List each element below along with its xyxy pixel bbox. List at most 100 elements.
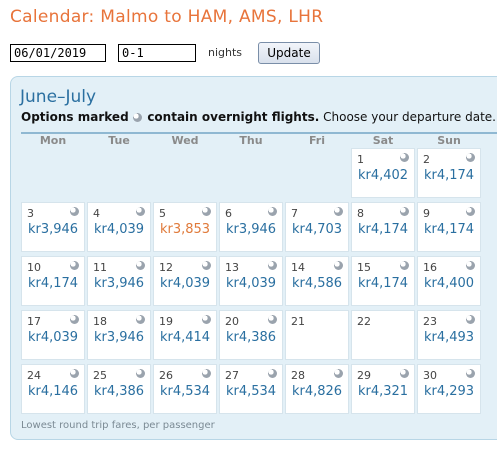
- calendar-day-cell[interactable]: 23 kr4,493: [417, 310, 481, 360]
- calendar-day-cell[interactable]: 17 kr4,039: [21, 310, 85, 360]
- calendar-day-cell[interactable]: 24 kr4,146: [21, 364, 85, 414]
- day-number: 30: [423, 369, 437, 382]
- overnight-moon-icon: [70, 261, 79, 270]
- overnight-moon-icon: [136, 261, 145, 270]
- day-number: 13: [225, 261, 239, 274]
- day-number: 19: [159, 315, 173, 328]
- overnight-moon-icon: [202, 315, 211, 324]
- page-title: Calendar: Malmo to HAM, AMS, LHR: [10, 7, 324, 27]
- calendar-day-cell[interactable]: 7 kr4,703: [285, 202, 349, 252]
- overnight-moon-icon: [268, 207, 277, 216]
- day-number: 21: [291, 315, 305, 328]
- calendar-day-cell[interactable]: 12 kr4,039: [153, 256, 217, 306]
- legend-middle: contain overnight flights.: [147, 110, 320, 124]
- fare-price-link[interactable]: kr4,414: [159, 330, 211, 345]
- fare-price-link[interactable]: kr3,853: [159, 222, 211, 237]
- calendar-day-cell[interactable]: 9 kr4,174: [417, 202, 481, 252]
- fare-price-link[interactable]: kr4,534: [225, 384, 277, 399]
- overnight-moon-icon: [466, 207, 475, 216]
- calendar-day-cell[interactable]: 6 kr3,946: [219, 202, 283, 252]
- calendar-day-cell[interactable]: 15 kr4,174: [351, 256, 415, 306]
- fare-price-link[interactable]: kr4,146: [27, 384, 79, 399]
- overnight-moon-icon: [334, 261, 343, 270]
- calendar-day-cell[interactable]: 25 kr4,386: [87, 364, 151, 414]
- fare-price-link[interactable]: kr3,946: [225, 222, 277, 237]
- overnight-moon-icon: [202, 369, 211, 378]
- calendar-day-cell[interactable]: 3 kr3,946: [21, 202, 85, 252]
- calendar-day-cell[interactable]: 5 kr3,853: [153, 202, 217, 252]
- day-number: 17: [27, 315, 41, 328]
- calendar-panel: June–July Options marked contain overnig…: [10, 76, 497, 440]
- calendar-day-cell[interactable]: 20 kr4,386: [219, 310, 283, 360]
- fare-footnote: Lowest round trip fares, per passenger: [21, 420, 215, 431]
- overnight-moon-icon: [334, 369, 343, 378]
- legend-prefix: Options marked: [21, 110, 129, 124]
- calendar-day-cell[interactable]: 16 kr4,400: [417, 256, 481, 306]
- fare-price-link[interactable]: kr3,946: [93, 276, 145, 291]
- fare-price-link[interactable]: kr4,174: [27, 276, 79, 291]
- calendar-day-cell[interactable]: 29 kr4,321: [351, 364, 415, 414]
- overnight-moon-icon: [70, 315, 79, 324]
- day-number: 29: [357, 369, 371, 382]
- fare-price-link[interactable]: kr4,174: [423, 222, 475, 237]
- calendar-day-cell[interactable]: 4 kr4,039: [87, 202, 151, 252]
- fare-price-link[interactable]: kr4,386: [225, 330, 277, 345]
- fare-price-link[interactable]: kr4,400: [423, 276, 475, 291]
- weekday-header-wed: Wed: [171, 134, 199, 147]
- fare-price-link[interactable]: kr4,174: [357, 222, 409, 237]
- calendar-day-cell[interactable]: 8 kr4,174: [351, 202, 415, 252]
- day-number: 9: [423, 207, 430, 220]
- day-number: 12: [159, 261, 173, 274]
- calendar-day-cell[interactable]: 18 kr3,946: [87, 310, 151, 360]
- calendar-day-cell[interactable]: 13 kr4,039: [219, 256, 283, 306]
- calendar-day-cell[interactable]: 26 kr4,534: [153, 364, 217, 414]
- day-number: 10: [27, 261, 41, 274]
- fare-price-link[interactable]: kr4,493: [423, 330, 475, 345]
- day-number: 28: [291, 369, 305, 382]
- calendar-heading: June–July: [20, 87, 97, 107]
- day-number: 3: [27, 207, 34, 220]
- fare-price-link[interactable]: kr4,703: [291, 222, 343, 237]
- overnight-moon-icon: [466, 261, 475, 270]
- fare-price-link[interactable]: kr4,039: [225, 276, 277, 291]
- calendar-day-cell[interactable]: 19 kr4,414: [153, 310, 217, 360]
- overnight-moon-icon: [268, 315, 277, 324]
- fare-price-link[interactable]: kr4,386: [93, 384, 145, 399]
- calendar-day-cell[interactable]: 28 kr4,826: [285, 364, 349, 414]
- calendar-day-cell[interactable]: 30 kr4,293: [417, 364, 481, 414]
- overnight-moon-icon: [136, 207, 145, 216]
- update-button[interactable]: Update: [258, 42, 320, 64]
- calendar-day-cell[interactable]: 2 kr4,174: [417, 148, 481, 198]
- calendar-day-cell[interactable]: 11 kr3,946: [87, 256, 151, 306]
- fare-price-link[interactable]: kr4,293: [423, 384, 475, 399]
- fare-price-link[interactable]: kr4,039: [93, 222, 145, 237]
- day-number: 16: [423, 261, 437, 274]
- day-number: 5: [159, 207, 166, 220]
- fare-price-link[interactable]: kr4,402: [357, 168, 409, 183]
- fare-price-link[interactable]: kr3,946: [27, 222, 79, 237]
- fare-price-link[interactable]: kr4,586: [291, 276, 343, 291]
- calendar-day-cell[interactable]: 14 kr4,586: [285, 256, 349, 306]
- overnight-moon-icon: [400, 153, 409, 162]
- day-number: 8: [357, 207, 364, 220]
- weekday-header-sun: Sun: [437, 134, 461, 147]
- day-number: 25: [93, 369, 107, 382]
- fare-price-link[interactable]: kr4,534: [159, 384, 211, 399]
- calendar-day-cell[interactable]: 10 kr4,174: [21, 256, 85, 306]
- overnight-moon-icon: [400, 369, 409, 378]
- fare-price-link[interactable]: kr4,321: [357, 384, 409, 399]
- fare-price-link[interactable]: kr4,826: [291, 384, 343, 399]
- fare-price-link[interactable]: kr3,946: [93, 330, 145, 345]
- overnight-moon-icon: [136, 315, 145, 324]
- day-number: 11: [93, 261, 107, 274]
- departure-date-input[interactable]: [10, 44, 106, 62]
- day-number: 23: [423, 315, 437, 328]
- calendar-day-cell[interactable]: 27 kr4,534: [219, 364, 283, 414]
- fare-price-link[interactable]: kr4,039: [159, 276, 211, 291]
- calendar-day-cell[interactable]: 1 kr4,402: [351, 148, 415, 198]
- fare-price-link[interactable]: kr4,039: [27, 330, 79, 345]
- day-number: 27: [225, 369, 239, 382]
- fare-price-link[interactable]: kr4,174: [423, 168, 475, 183]
- nights-input[interactable]: [118, 44, 196, 62]
- fare-price-link[interactable]: kr4,174: [357, 276, 409, 291]
